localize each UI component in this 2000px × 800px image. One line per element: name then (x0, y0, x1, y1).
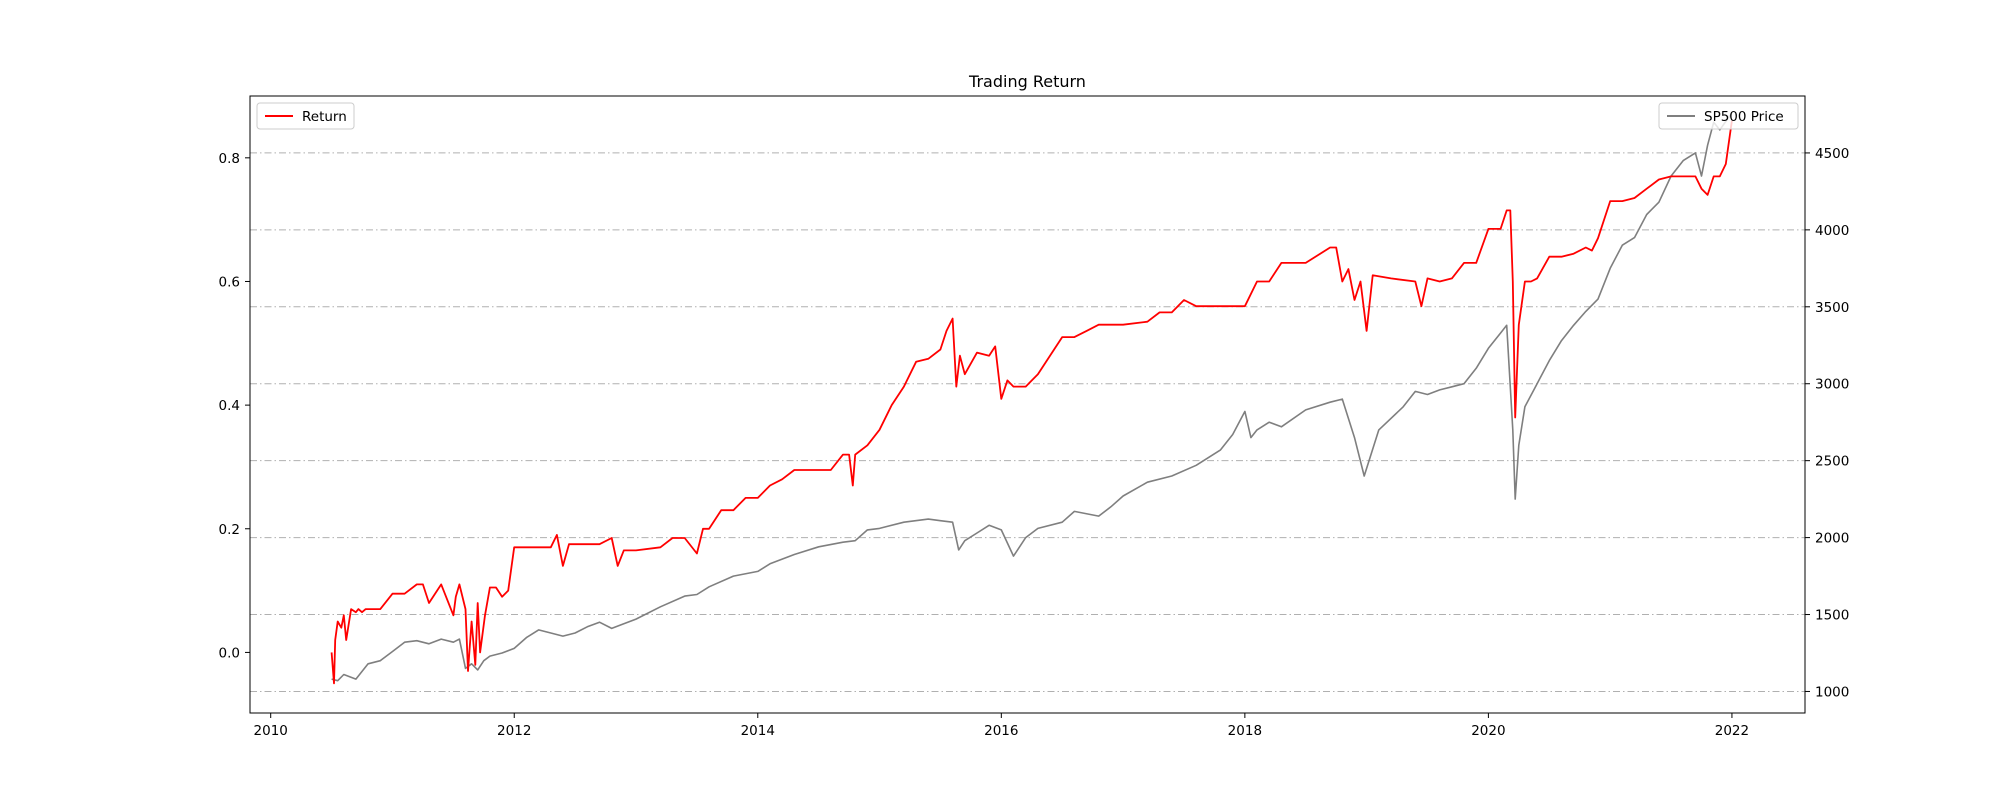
x-tick-label-2022: 2022 (1715, 723, 1749, 739)
x-tick-label-2020: 2020 (1471, 723, 1505, 739)
plot-frame (249, 95, 1806, 714)
gridlines (250, 152, 1805, 692)
legend-sp500-label: SP500 Price (1704, 109, 1784, 125)
y-right-tick-label-3000: 3000 (1815, 377, 1849, 393)
chart-title: Trading Return (968, 72, 1086, 91)
y-right-tick-label-4000: 4000 (1815, 223, 1849, 239)
y-right-tick-label-4500: 4500 (1815, 146, 1849, 162)
y-right-tick-label-1000: 1000 (1815, 684, 1849, 700)
y-right-tick-label-2500: 2500 (1815, 454, 1849, 470)
y-left-tick-label-0.4: 0.4 (219, 398, 240, 414)
legend-return: Return (256, 102, 355, 130)
y-left-tick-label-0.8: 0.8 (219, 151, 240, 167)
x-tick-label-2014: 2014 (741, 723, 775, 739)
legend-sp500-box (1658, 102, 1799, 130)
sp500-series-layer (331, 112, 1733, 682)
x-tick-label-2016: 2016 (984, 723, 1018, 739)
x-tick-label-2012: 2012 (497, 723, 531, 739)
y-axis-right: 1000 1500 2000 2500 3000 3500 4000 4500 (1805, 146, 1849, 700)
return-series-layer (330, 120, 1733, 685)
y-left-tick-label-0.0: 0.0 (219, 645, 240, 661)
x-tick-label-2018: 2018 (1228, 723, 1262, 739)
y-right-tick-label-3500: 3500 (1815, 300, 1849, 316)
y-axis-left: 0.0 0.2 0.4 0.6 0.8 (219, 151, 250, 661)
x-tick-label-2010: 2010 (254, 723, 288, 739)
return-line (330, 120, 1733, 685)
y-right-tick-label-1500: 1500 (1815, 608, 1849, 624)
y-left-tick-label-0.6: 0.6 (219, 274, 240, 290)
legend-sp500: SP500 Price (1658, 102, 1799, 130)
sp500-price-line (331, 112, 1733, 682)
y-left-tick-label-0.2: 0.2 (219, 522, 240, 538)
legend-return-box (256, 102, 355, 130)
x-axis: 2010 2012 2014 2016 2018 2020 2022 (254, 713, 1749, 739)
legend-return-label: Return (302, 109, 347, 125)
y-right-tick-label-2000: 2000 (1815, 531, 1849, 547)
